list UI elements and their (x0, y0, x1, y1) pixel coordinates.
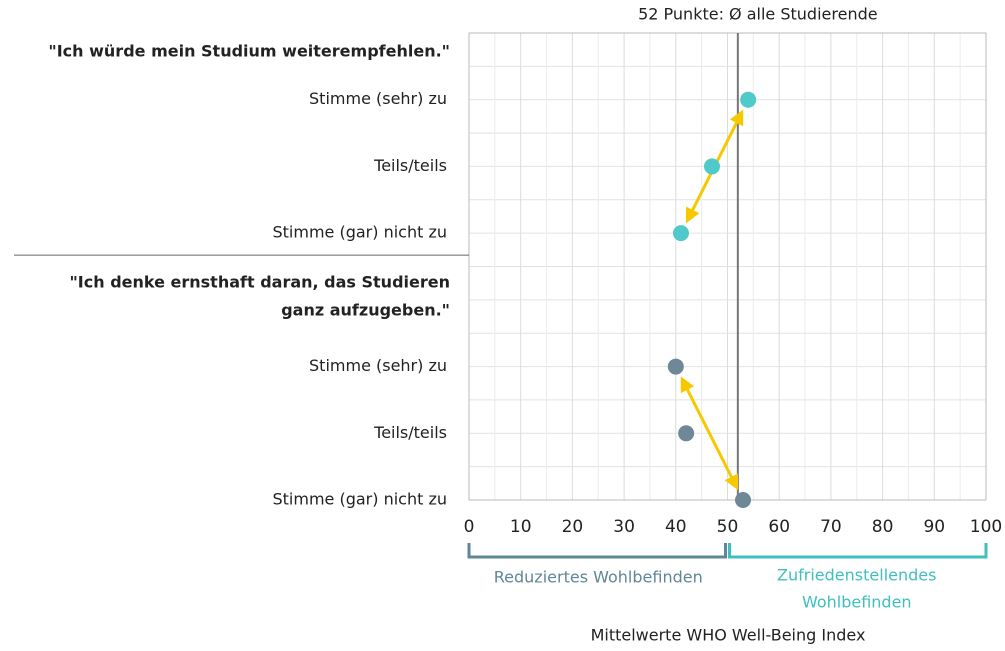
category-label: Teils/teils (373, 423, 447, 442)
x-axis-label: Mittelwerte WHO Well-Being Index (591, 626, 866, 645)
dot (667, 358, 684, 375)
arrow (680, 376, 739, 491)
x-tick-label: 10 (510, 517, 532, 537)
dot (735, 492, 752, 508)
band-label: Reduziertes Wohlbefinden (494, 568, 703, 587)
dot (678, 425, 695, 442)
x-tick-label: 40 (665, 517, 687, 537)
group-title: ganz aufzugeben." (281, 301, 450, 320)
x-tick-label: 80 (872, 517, 894, 537)
x-tick-label: 70 (820, 517, 842, 537)
x-tick-label: 50 (717, 517, 739, 537)
x-tick-label: 20 (562, 517, 584, 537)
plot-border (468, 32, 987, 501)
band-label: Wohlbefinden (802, 593, 912, 612)
x-tick-label: 0 (464, 517, 475, 537)
category-label: Stimme (sehr) zu (309, 89, 447, 108)
group-title: "Ich denke ernsthaft daran, das Studiere… (69, 273, 450, 292)
x-tick-label: 100 (970, 517, 1002, 537)
dot (740, 91, 757, 108)
x-tick-label: 60 (768, 517, 790, 537)
dot (672, 225, 689, 242)
x-tick-label: 30 (613, 517, 635, 537)
band-bracket (728, 543, 988, 559)
group-title: "Ich würde mein Studium weiterempfehlen.… (48, 42, 450, 61)
category-label: Stimme (sehr) zu (309, 356, 447, 375)
category-label: Stimme (gar) nicht zu (272, 490, 447, 509)
category-label: Teils/teils (373, 156, 447, 175)
x-tick-label: 90 (923, 517, 945, 537)
band-bracket (467, 543, 727, 559)
category-label: Stimme (gar) nicht zu (272, 223, 447, 242)
reference-label: 52 Punkte: Ø alle Studierende (638, 5, 877, 24)
dot (703, 158, 720, 175)
band-label: Zufriedenstellendes (777, 566, 936, 585)
